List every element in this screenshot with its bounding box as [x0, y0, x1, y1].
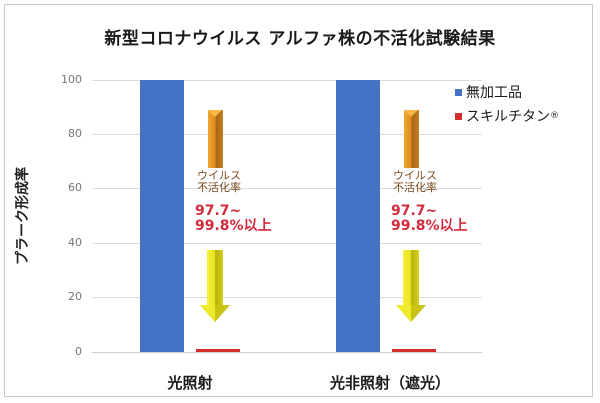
- y-tick-20: 20: [68, 290, 82, 303]
- arrow-head-highlight: [396, 305, 411, 322]
- y-tick-40: 40: [68, 236, 82, 249]
- bar-skill-titan-dark: [392, 349, 436, 352]
- chart-legend: 無加工品 スキルチタン ®: [455, 80, 559, 128]
- annotation-label: ウイルス 不活化率: [197, 169, 241, 194]
- arrow-down-icon: [403, 250, 419, 305]
- bar-untreated-dark: [336, 80, 380, 352]
- gridline-20: [92, 297, 482, 298]
- gridline-80: [92, 134, 482, 135]
- annotation-dark: ウイルス 不活化率 97.7~ 99.8%以上: [391, 110, 481, 330]
- arrow-top-icon: [404, 110, 419, 168]
- annotation-value: 97.7~ 99.8%以上: [195, 203, 272, 234]
- annotation-light: ウイルス 不活化率 97.7~ 99.8%以上: [195, 110, 285, 330]
- arrow-down-icon: [207, 250, 223, 305]
- legend-item-skill-titan: スキルチタン ®: [455, 104, 559, 128]
- legend-swatch-blue-icon: [455, 88, 462, 96]
- arrow-top-icon: [208, 110, 223, 168]
- gridline-40: [92, 243, 482, 244]
- chart-frame: [4, 4, 593, 397]
- x-axis-baseline: [92, 352, 482, 353]
- bar-untreated-light: [140, 80, 184, 352]
- arrow-head-highlight: [200, 305, 215, 322]
- bar-skill-titan-light: [196, 349, 240, 352]
- chart-title: 新型コロナウイルス アルファ株の不活化試験結果: [104, 29, 496, 49]
- category-label-dark: 光非照射（遮光）: [329, 374, 450, 392]
- legend-label: スキルチタン: [466, 109, 550, 125]
- category-label-light: 光照射: [167, 374, 213, 392]
- y-axis-label: プラーク形成率: [15, 167, 31, 265]
- y-tick-0: 0: [75, 345, 82, 358]
- annotation-value: 97.7~ 99.8%以上: [391, 203, 468, 234]
- y-tick-80: 80: [68, 127, 82, 140]
- annotation-label: ウイルス 不活化率: [393, 169, 437, 194]
- y-tick-100: 100: [61, 73, 82, 86]
- legend-item-untreated: 無加工品: [455, 80, 559, 104]
- legend-label: 無加工品: [466, 85, 522, 101]
- gridline-100: [92, 80, 482, 81]
- legend-swatch-red-icon: [455, 112, 462, 120]
- gridline-60: [92, 188, 482, 189]
- registered-mark: ®: [550, 111, 559, 121]
- y-tick-60: 60: [68, 181, 82, 194]
